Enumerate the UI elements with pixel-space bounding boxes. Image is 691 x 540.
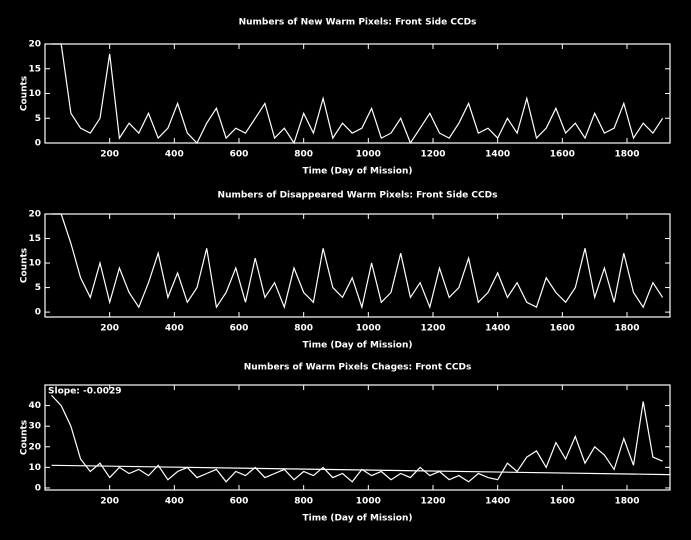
x-tick-label: 400 <box>165 150 184 160</box>
x-tick-label: 1200 <box>420 497 445 507</box>
chart-title: Numbers of Warm Pixels Chages: Front CCD… <box>244 363 472 373</box>
y-tick-label: 20 <box>28 442 41 452</box>
y-axis-label: Counts <box>20 248 30 283</box>
data-line <box>51 43 664 145</box>
x-tick-label: 1000 <box>356 497 381 507</box>
y-tick-label: 20 <box>28 210 41 220</box>
x-tick-label: 1800 <box>614 150 639 160</box>
x-tick-label: 600 <box>230 324 249 334</box>
x-tick-label: 800 <box>294 324 313 334</box>
x-tick-label: 800 <box>294 150 313 160</box>
x-tick-label: 1600 <box>550 497 575 507</box>
x-axis-label: Time (Day of Mission) <box>303 514 413 524</box>
y-axis-label: Counts <box>20 76 30 111</box>
y-tick-label: 5 <box>35 114 41 124</box>
x-tick-label: 1600 <box>550 150 575 160</box>
y-tick-label: 15 <box>28 234 41 244</box>
x-axis-label: Time (Day of Mission) <box>303 341 413 351</box>
x-tick-label: 400 <box>165 497 184 507</box>
y-tick-label: 10 <box>28 89 41 99</box>
x-tick-label: 1200 <box>420 324 445 334</box>
x-tick-label: 1800 <box>614 324 639 334</box>
y-tick-label: 5 <box>35 283 41 293</box>
x-tick-label: 400 <box>165 324 184 334</box>
y-tick-label: 20 <box>28 40 41 50</box>
data-line <box>51 394 663 483</box>
y-tick-label: 0 <box>35 483 41 493</box>
x-tick-label: 1400 <box>485 497 510 507</box>
chart-title: Numbers of New Warm Pixels: Front Side C… <box>239 18 477 28</box>
x-tick-label: 1400 <box>485 324 510 334</box>
x-tick-label: 200 <box>100 324 119 334</box>
fit-line <box>51 464 671 476</box>
x-tick-label: 600 <box>230 150 249 160</box>
x-tick-label: 1200 <box>420 150 445 160</box>
x-axis-label: Time (Day of Mission) <box>303 167 413 177</box>
y-axis-label: Counts <box>20 420 30 455</box>
plot-frame <box>44 213 671 318</box>
plot-frame <box>44 43 671 144</box>
x-tick-label: 600 <box>230 497 249 507</box>
data-line <box>51 213 664 310</box>
x-tick-label: 1800 <box>614 497 639 507</box>
x-tick-label: 200 <box>100 150 119 160</box>
x-tick-label: 1400 <box>485 150 510 160</box>
y-tick-label: 0 <box>35 139 41 149</box>
y-tick-label: 30 <box>28 422 41 432</box>
x-tick-label: 1000 <box>356 324 381 334</box>
y-tick-label: 40 <box>28 401 41 411</box>
plot-frame <box>44 384 671 491</box>
y-tick-label: 10 <box>28 259 41 269</box>
y-tick-label: 10 <box>28 463 41 473</box>
y-tick-label: 0 <box>35 308 41 318</box>
x-tick-label: 800 <box>294 497 313 507</box>
x-tick-label: 1600 <box>550 324 575 334</box>
chart-title: Numbers of Disappeared Warm Pixels: Fron… <box>218 191 498 201</box>
x-tick-label: 200 <box>100 497 119 507</box>
x-tick-label: 1000 <box>356 150 381 160</box>
annotation: Slope: -0.0029 <box>48 387 122 397</box>
y-tick-label: 15 <box>28 64 41 74</box>
